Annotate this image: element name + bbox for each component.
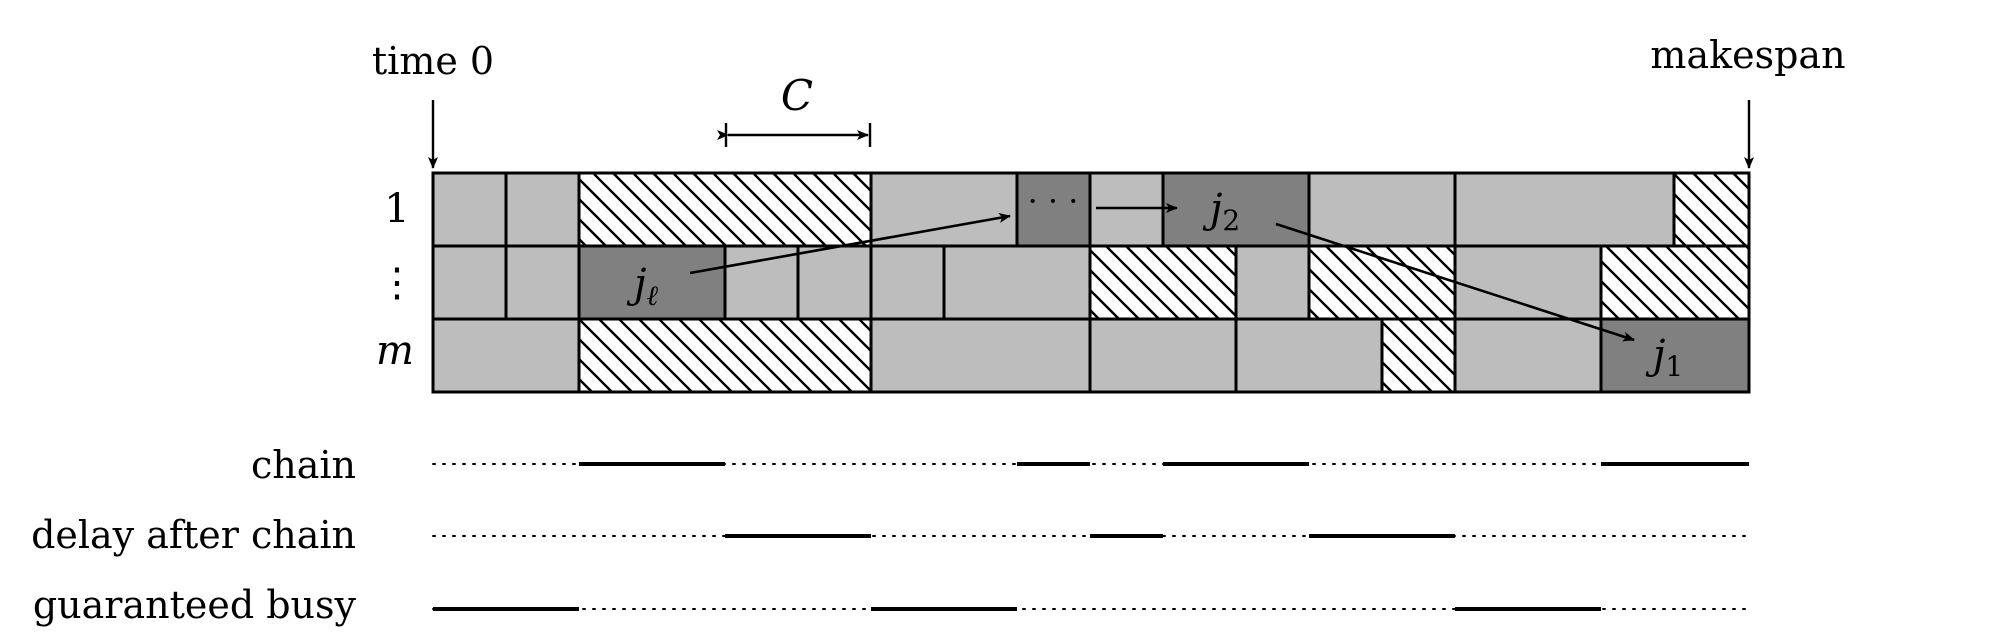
idle-hatched bbox=[1307, 244, 1457, 321]
idle-hatched bbox=[577, 171, 873, 248]
job-block bbox=[1088, 317, 1238, 394]
machine-1-label: 1 bbox=[384, 186, 409, 232]
machine-m-label: m bbox=[376, 328, 414, 374]
machine-dots-label: ⋮ bbox=[377, 260, 417, 306]
row-label-delay-after-chain: delay after chain bbox=[31, 513, 356, 557]
chain-arrows bbox=[689, 203, 1635, 342]
job-block bbox=[504, 171, 581, 248]
chain-job-jl bbox=[577, 244, 727, 321]
job-block bbox=[796, 244, 873, 321]
job-block bbox=[1453, 317, 1603, 394]
interval-c-arrow bbox=[717, 123, 872, 147]
arrow-jl-to-dots bbox=[689, 213, 1011, 275]
job-block bbox=[504, 244, 581, 321]
idle-hatched bbox=[1672, 171, 1751, 248]
time-zero-label: time 0 bbox=[372, 39, 494, 83]
arrow-j2-to-j1 bbox=[1275, 222, 1635, 342]
chain-job-j1 bbox=[1599, 317, 1751, 394]
makespan-label: makespan bbox=[1650, 33, 1845, 77]
chain-dots-label: · · · bbox=[1028, 182, 1079, 220]
job-block bbox=[1234, 317, 1384, 394]
gantt-chart bbox=[431, 171, 1751, 394]
idle-hatched bbox=[1599, 244, 1751, 321]
idle-hatched bbox=[1380, 317, 1457, 394]
row-label-guaranteed-busy: guaranteed busy bbox=[33, 583, 357, 627]
job-block bbox=[1453, 244, 1603, 321]
idle-hatched bbox=[577, 317, 873, 394]
job-block bbox=[431, 171, 508, 248]
job-block bbox=[869, 317, 1092, 394]
row-label-chain: chain bbox=[251, 443, 356, 487]
job-block bbox=[1307, 171, 1457, 248]
job-block bbox=[942, 244, 1092, 321]
job-block bbox=[431, 244, 508, 321]
job-block bbox=[869, 171, 1019, 248]
job-block bbox=[1453, 171, 1676, 248]
idle-hatched bbox=[1088, 244, 1238, 321]
job-block bbox=[431, 317, 581, 394]
interval-c-label: C bbox=[781, 71, 813, 120]
job-block bbox=[1234, 244, 1311, 321]
job-block bbox=[869, 244, 946, 321]
job-block bbox=[1088, 171, 1165, 248]
